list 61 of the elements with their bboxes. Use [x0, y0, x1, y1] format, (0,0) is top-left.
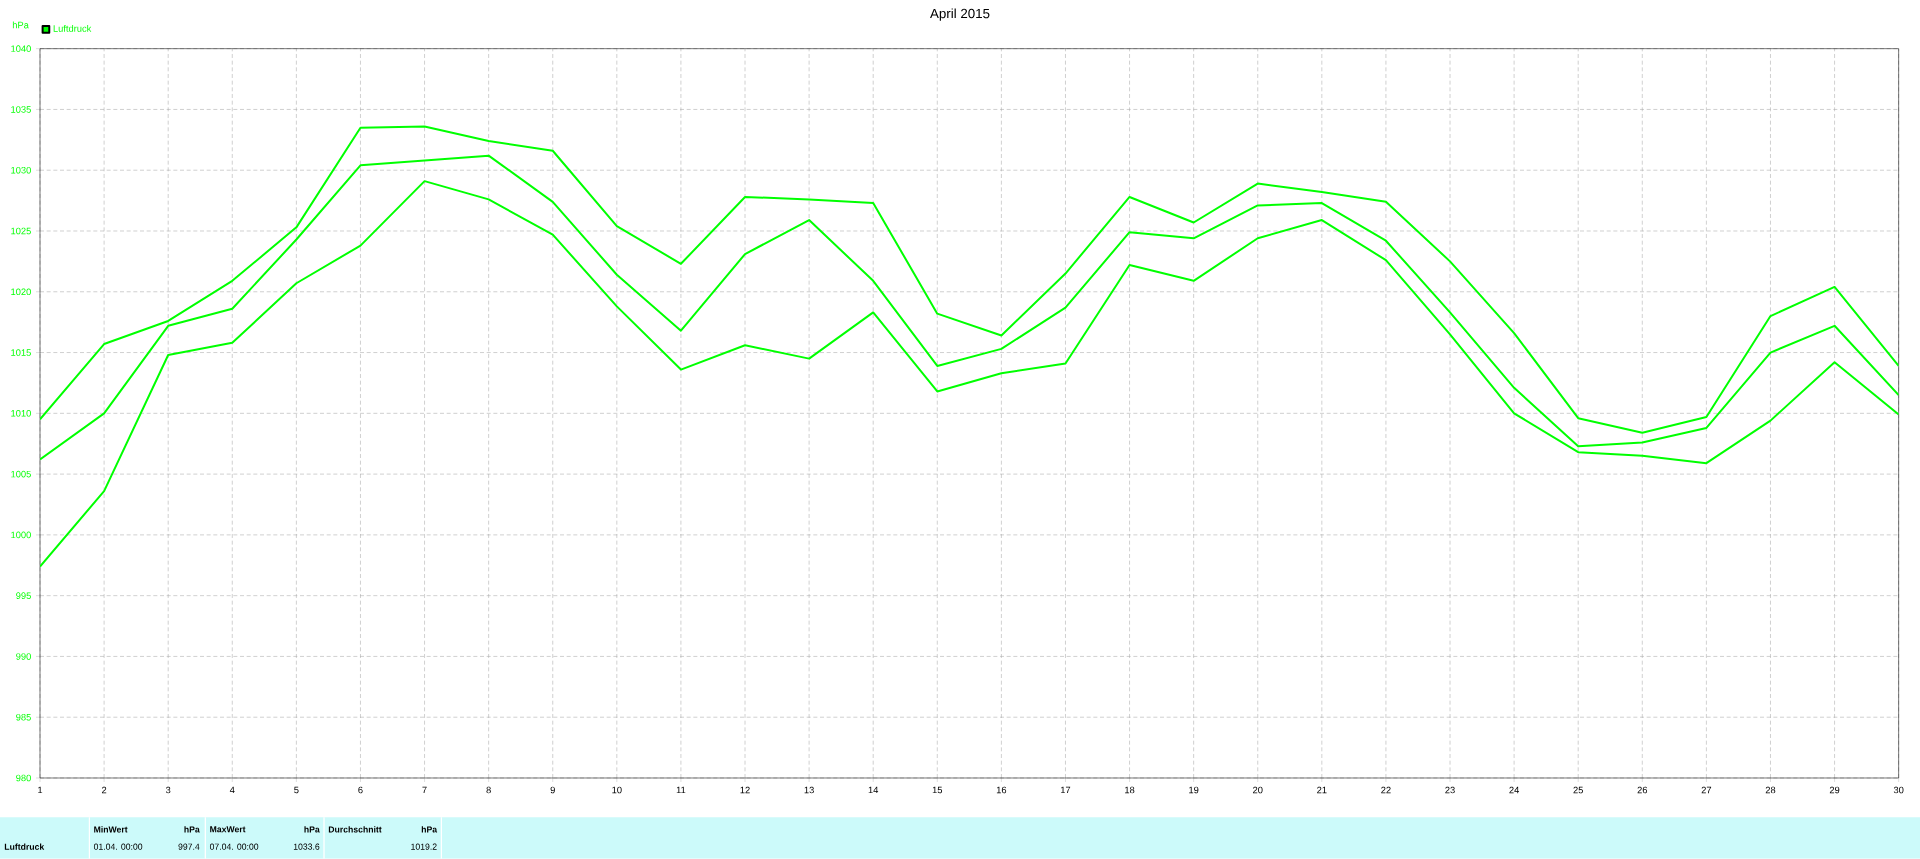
- x-tick-label: 11: [676, 786, 686, 794]
- text: 1033.6: [293, 843, 320, 850]
- y-tick-label: 1035: [11, 106, 31, 113]
- x-tick-label: 22: [1381, 786, 1391, 794]
- x-tick-label: 18: [1125, 786, 1135, 794]
- x-tick-label: 8: [486, 786, 491, 794]
- x-tick-label: 24: [1509, 786, 1520, 794]
- line-series: [40, 154, 1899, 461]
- y-tick-label: 1010: [11, 410, 31, 417]
- text: 1019.2: [411, 843, 437, 850]
- text: 997.4: [178, 843, 200, 850]
- x-tick-label: 28: [1765, 786, 1776, 794]
- text: MaxWert: [210, 826, 246, 833]
- legend-label: Luftdruck: [53, 25, 92, 32]
- x-tick-label: 13: [804, 786, 814, 794]
- text: Luftdruck: [4, 843, 45, 851]
- text: hPa: [184, 826, 200, 833]
- x-tick-label: 26: [1637, 786, 1648, 794]
- x-tick-label: 15: [932, 786, 943, 794]
- x-tick-label: 25: [1573, 786, 1583, 794]
- y-tick-label: 980: [16, 774, 31, 782]
- text: Durchschnitt: [328, 826, 382, 833]
- y-tick-label: 1030: [11, 167, 31, 174]
- text: 01.04. 00:00: [93, 843, 143, 850]
- y-axis-title: hPa: [12, 21, 29, 29]
- x-tick-label: 7: [422, 786, 427, 794]
- text: hPa: [421, 826, 438, 833]
- x-tick-label: 3: [165, 786, 171, 794]
- line-series: [40, 180, 1899, 568]
- text: MinWert: [94, 826, 128, 833]
- y-tick-label: 1025: [11, 227, 31, 235]
- x-tick-label: 17: [1060, 786, 1071, 794]
- text: hPa: [304, 826, 320, 833]
- x-tick-label: 9: [550, 786, 555, 794]
- y-tick-label: 1015: [11, 349, 31, 357]
- x-tick-label: 14: [868, 786, 879, 794]
- x-tick-label: 16: [996, 786, 1007, 794]
- x-tick-label: 12: [740, 786, 750, 794]
- y-tick-label: 1020: [11, 288, 31, 296]
- x-tick-label: 2: [101, 786, 107, 794]
- x-tick-label: 30: [1893, 786, 1904, 794]
- line-series: [40, 125, 1899, 434]
- x-tick-label: 6: [358, 786, 363, 794]
- chart-title: April 2015: [930, 8, 990, 22]
- x-tick-label: 10: [612, 786, 622, 794]
- y-tick-label: 1005: [11, 470, 31, 478]
- y-tick-label: 1000: [11, 531, 31, 539]
- y-tick-label: 990: [16, 653, 31, 660]
- y-tick-label: 995: [16, 592, 31, 600]
- y-tick-label: 985: [16, 714, 31, 721]
- y-tick-label: 1040: [11, 45, 31, 53]
- x-tick-label: 5: [294, 786, 299, 794]
- x-tick-label: 21: [1317, 786, 1327, 794]
- x-tick-label: 4: [229, 786, 235, 794]
- x-tick-label: 23: [1445, 786, 1455, 794]
- x-tick-label: 1: [38, 786, 43, 794]
- x-tick-label: 27: [1701, 786, 1712, 794]
- x-tick-label: 20: [1253, 786, 1263, 794]
- text: 07.04. 00:00: [209, 843, 259, 850]
- x-tick-label: 19: [1189, 786, 1199, 794]
- x-tick-label: 29: [1829, 786, 1840, 794]
